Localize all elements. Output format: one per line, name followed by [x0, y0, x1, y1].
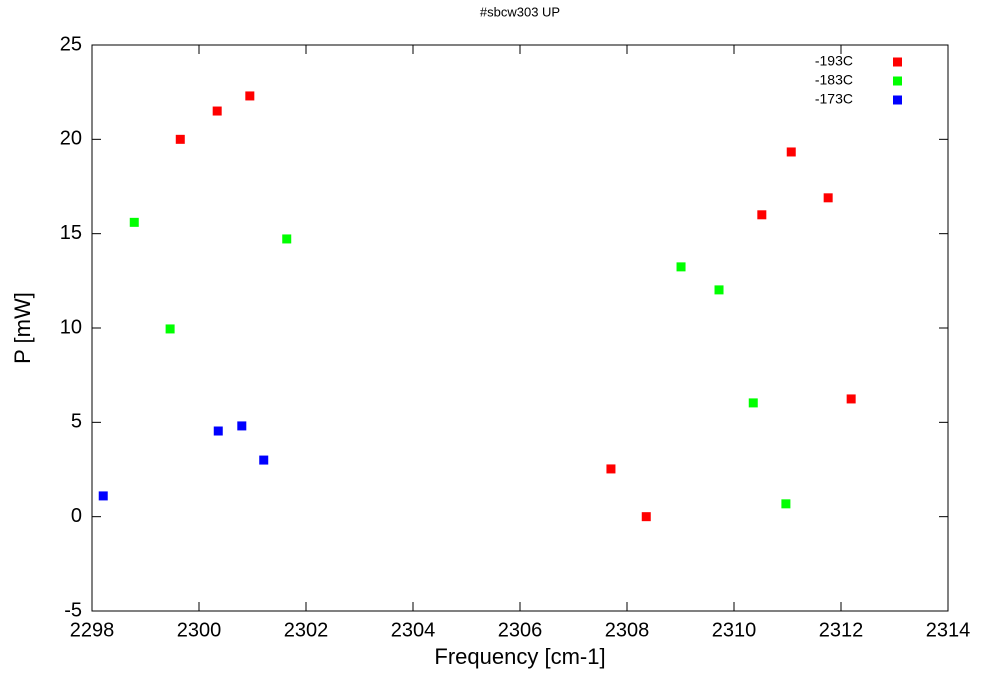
- point: [259, 455, 269, 465]
- chart-title: #sbcw303 UP: [480, 4, 560, 19]
- y-tick-label: 0: [71, 505, 82, 527]
- point: [641, 512, 651, 522]
- point: [676, 262, 686, 272]
- point: [98, 491, 108, 501]
- point: [245, 91, 255, 101]
- x-tick-label: 2314: [926, 619, 971, 641]
- x-tick-label: 2298: [70, 619, 115, 641]
- y-tick-label: 5: [71, 411, 82, 433]
- x-tick-label: 2308: [605, 619, 650, 641]
- point: [282, 234, 292, 244]
- point: [786, 147, 796, 157]
- point: [748, 398, 758, 408]
- point: [846, 394, 856, 404]
- point: [714, 285, 724, 295]
- point: [757, 210, 767, 220]
- y-tick-label: 10: [60, 316, 82, 338]
- x-tick-label: 2310: [712, 619, 757, 641]
- x-tick-label: 2306: [498, 619, 543, 641]
- legend-label: -183C: [815, 72, 853, 88]
- plot-frame: [91, 44, 949, 612]
- point: [823, 193, 833, 203]
- point: [165, 324, 175, 334]
- point: [212, 106, 222, 116]
- x-tick-label: 2304: [391, 619, 436, 641]
- x-tick-label: 2302: [284, 619, 329, 641]
- point: [129, 217, 139, 227]
- y-tick-label: -5: [64, 599, 82, 621]
- point: [175, 134, 185, 144]
- y-axis-label: P [mW]: [10, 292, 35, 364]
- legend-label: -173C: [815, 91, 853, 107]
- legend-marker: [893, 76, 902, 86]
- legend-marker: [893, 57, 902, 67]
- y-tick-label: 25: [60, 33, 82, 55]
- legend-marker: [893, 95, 902, 105]
- point: [237, 421, 247, 431]
- point: [781, 499, 791, 509]
- legend-label: -193C: [815, 53, 853, 69]
- x-tick-label: 2312: [819, 619, 864, 641]
- point: [606, 464, 616, 474]
- y-tick-label: 20: [60, 128, 82, 150]
- x-tick-label: 2300: [177, 619, 222, 641]
- point: [213, 426, 223, 436]
- y-tick-label: 15: [60, 222, 82, 244]
- x-axis-label: Frequency [cm-1]: [434, 644, 605, 669]
